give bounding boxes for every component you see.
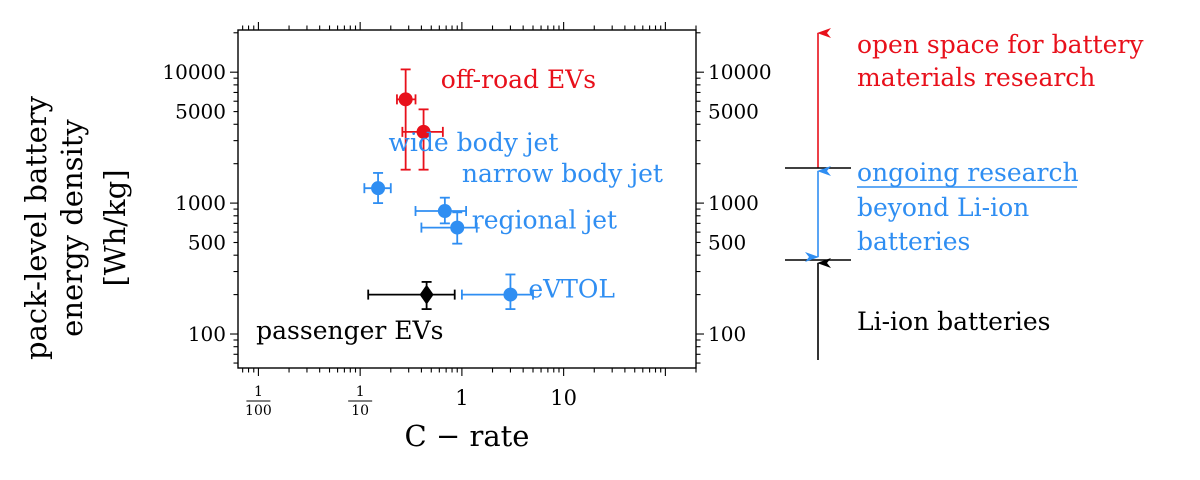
- x-tick-label-denominator: 10: [351, 403, 369, 419]
- series-label: regional jet: [472, 205, 617, 234]
- panel-middle-line-2: beyond Li-ion: [857, 193, 1029, 222]
- x-tick-label: 10: [550, 386, 577, 410]
- y-tick-label-right: 1000: [708, 191, 759, 215]
- y-tick-label-right: 100: [708, 322, 746, 346]
- y-axis-label-line-1: pack-level battery: [19, 95, 53, 360]
- panel-top-line-1: open space for battery: [857, 30, 1144, 59]
- series-label: off-road EVs: [441, 65, 596, 94]
- ticks-layer: 1 100 1 10 1 10 100 100 500 500 1000 1000 5000 5000 10…: [162, 22, 772, 419]
- y-tick-label-left: 500: [188, 231, 226, 255]
- x-tick-label-numerator: 1: [254, 384, 263, 400]
- panel-bottom-line-1: Li-ion batteries: [857, 307, 1051, 336]
- data-point: [503, 287, 518, 302]
- data-point: [371, 181, 386, 196]
- data-point: [450, 220, 465, 235]
- data-point: [437, 204, 452, 219]
- data-point: [398, 92, 413, 107]
- data-point: [416, 124, 431, 139]
- y-tick-label-left: 1000: [175, 191, 226, 215]
- series-label: passenger EVs: [256, 316, 443, 345]
- panel-middle-line-1: ongoing research: [857, 158, 1079, 187]
- panel-top-line-2: materials research: [857, 63, 1095, 92]
- right-panel: open space for battery materials researc…: [785, 28, 1144, 360]
- series-label: eVTOL: [528, 275, 615, 304]
- x-tick-label: 1: [455, 386, 468, 410]
- series-label: wide body jet: [389, 128, 559, 157]
- y-tick-label-right: 5000: [708, 100, 759, 124]
- x-axis-label: C − rate: [405, 419, 530, 453]
- x-tick-label-numerator: 1: [356, 384, 365, 400]
- y-tick-label-left: 5000: [175, 100, 226, 124]
- plot-frame: [237, 29, 697, 369]
- x-tick-label-denominator: 100: [245, 403, 272, 419]
- y-tick-label-left: 100: [188, 322, 226, 346]
- y-tick-label-right: 500: [708, 231, 746, 255]
- y-axis-label-line-2: energy density: [55, 119, 89, 337]
- data-point-diamond: [419, 284, 434, 305]
- series-layer: [363, 68, 534, 310]
- series-label: narrow body jet: [462, 159, 663, 188]
- y-tick-label-right: 10000: [708, 60, 772, 84]
- y-axis-label: pack-level battery energy density [Wh/kg…: [19, 95, 132, 360]
- y-axis-label-line-3: [Wh/kg]: [98, 169, 132, 286]
- y-tick-label-left: 10000: [162, 60, 226, 84]
- panel-middle-line-3: batteries: [857, 227, 970, 256]
